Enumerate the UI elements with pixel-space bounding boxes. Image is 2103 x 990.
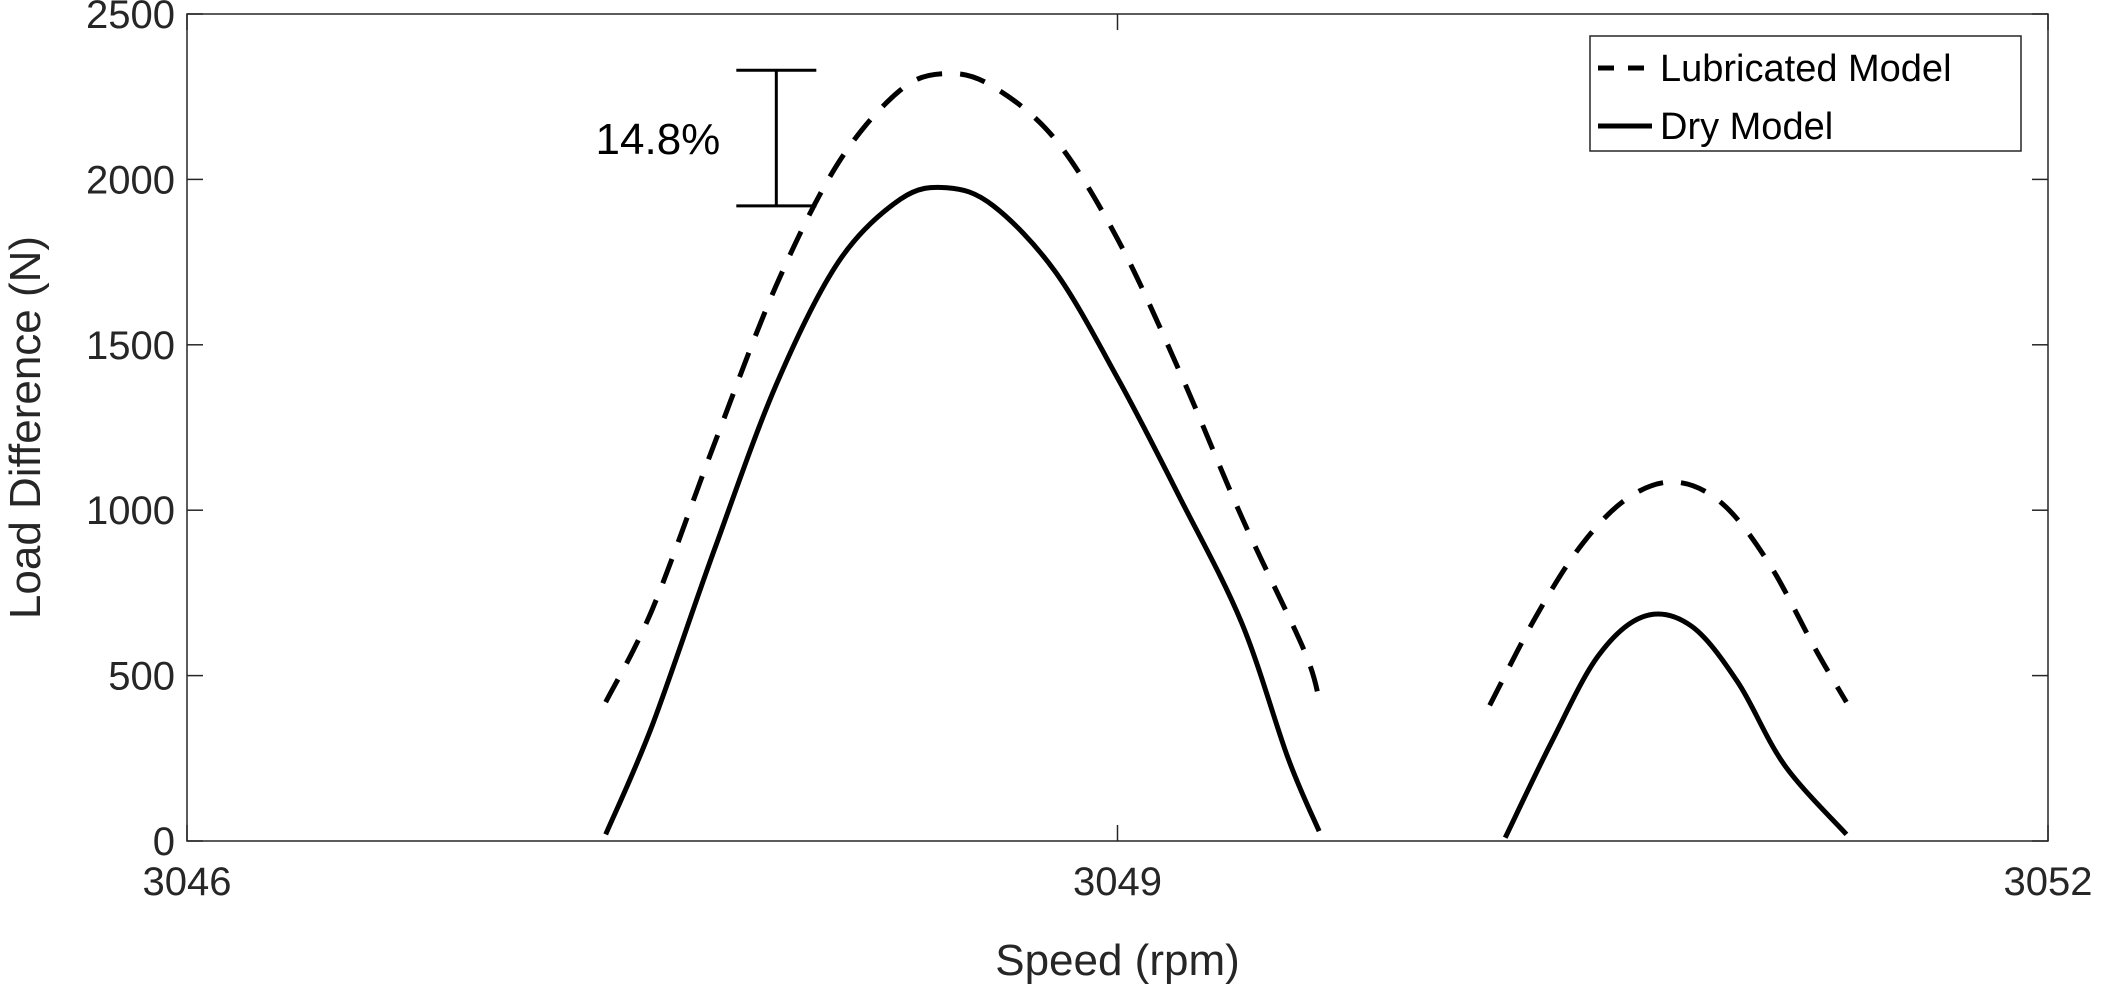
y-tick-label: 1500 bbox=[86, 324, 175, 368]
series-group bbox=[603, 70, 1849, 839]
legend-label-lubricated-model: Lubricated Model bbox=[1660, 48, 1952, 90]
series-line-lubricated-model-2 bbox=[1487, 479, 1849, 707]
axis-ticks bbox=[186, 13, 2049, 842]
y-axis-label: Load Difference (N) bbox=[1, 236, 50, 619]
y-tick-label: 2000 bbox=[86, 158, 175, 202]
annotation-group: 14.8% bbox=[596, 68, 817, 208]
annotation-label: 14.8% bbox=[596, 115, 721, 164]
legend: Lubricated Model Dry Model bbox=[1589, 35, 2022, 152]
tick-labels: 3046 3049 3052 0 500 1000 1500 2000 2500 bbox=[86, 0, 2092, 904]
series-line-dry-model-2 bbox=[1502, 611, 1849, 839]
x-tick-label: 3046 bbox=[143, 860, 232, 904]
legend-label-dry-model: Dry Model bbox=[1660, 106, 1833, 148]
x-axis-label: Speed (rpm) bbox=[995, 936, 1240, 985]
y-tick-label: 0 bbox=[153, 820, 175, 864]
legend-box bbox=[1589, 35, 2022, 152]
y-tick-label: 1000 bbox=[86, 489, 175, 533]
x-tick-label: 3052 bbox=[2004, 860, 2093, 904]
x-tick-label: 3049 bbox=[1073, 860, 1162, 904]
series-line-lubricated-model-1 bbox=[603, 70, 1322, 704]
series-line-dry-model-1 bbox=[603, 184, 1322, 836]
y-tick-label: 2500 bbox=[86, 0, 175, 37]
y-tick-label: 500 bbox=[108, 655, 175, 699]
